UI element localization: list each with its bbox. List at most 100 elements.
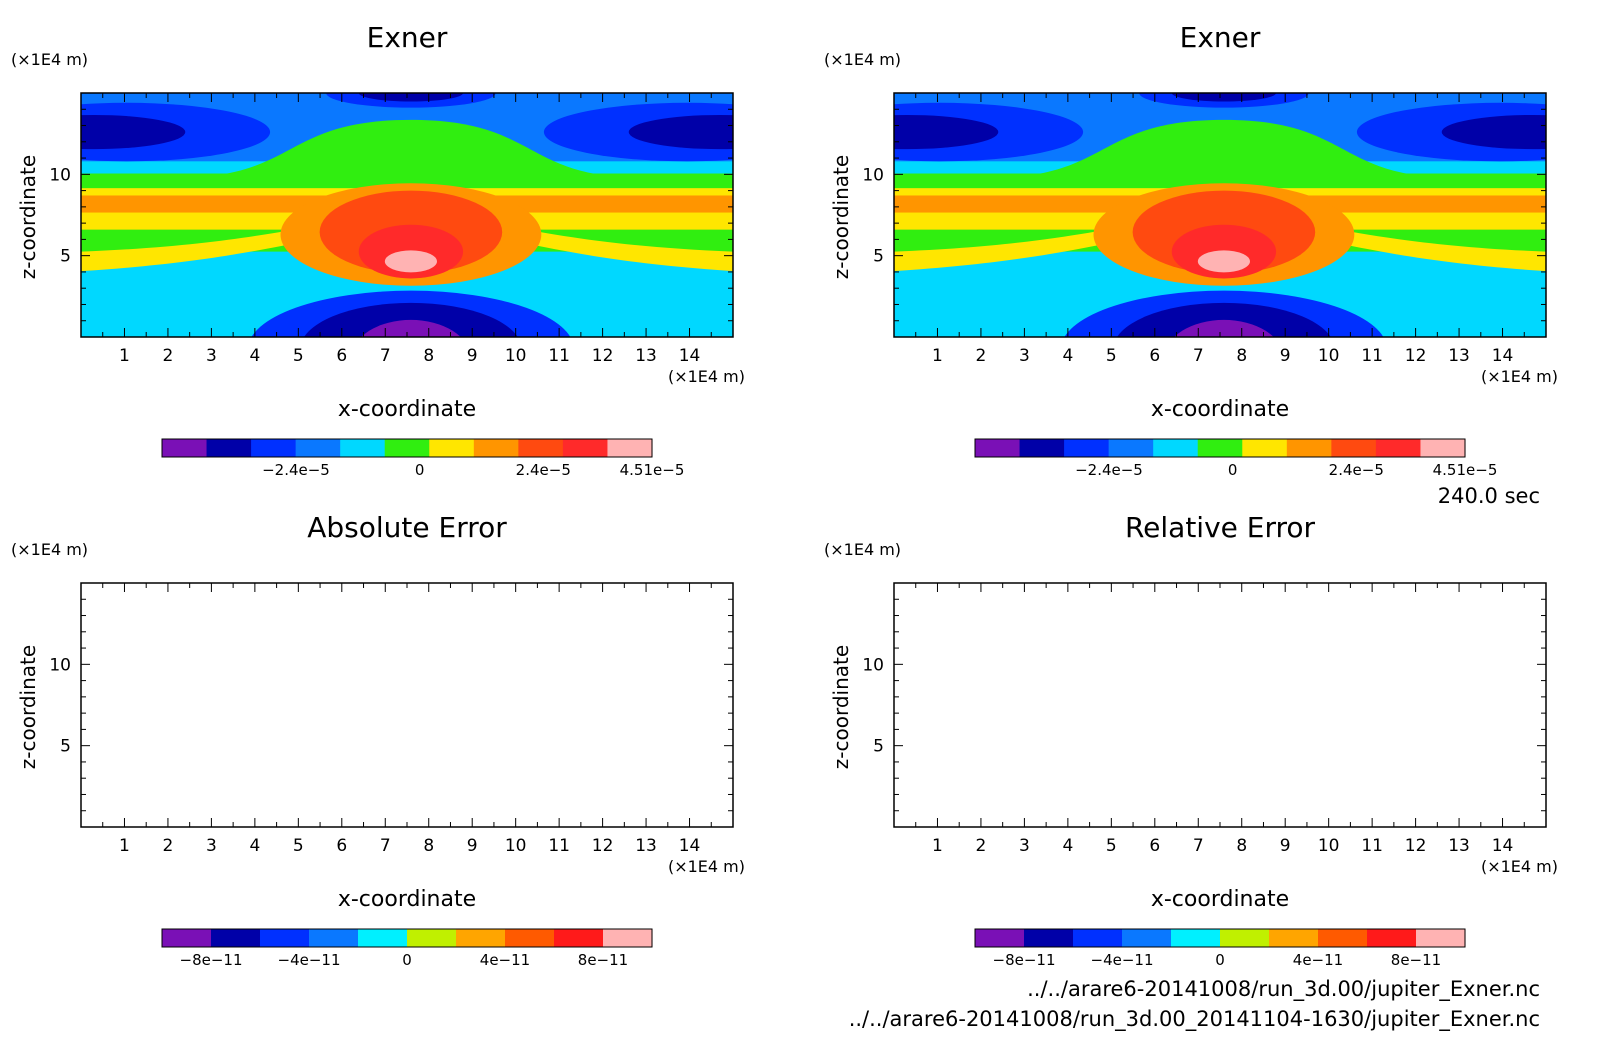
colorbar-swatch xyxy=(518,439,564,457)
x-tick-label: 7 xyxy=(1193,346,1204,366)
y-tick-label: 10 xyxy=(49,655,71,675)
x-unit-label: (×1E4 m) xyxy=(668,857,745,876)
colorbar-swatch xyxy=(1375,439,1422,457)
y-tick-label: 5 xyxy=(873,247,884,267)
x-tick-label: 10 xyxy=(1318,346,1340,366)
x-tick-label: 1 xyxy=(932,836,943,856)
colorbar-swatch xyxy=(206,439,252,457)
y-axis-label: z-coordinate xyxy=(16,645,40,769)
contour-lower xyxy=(1174,319,1274,337)
source-file-2: ../../arare6-20141008/run_3d.00_20141104… xyxy=(849,1007,1540,1032)
x-axis-label: x-coordinate xyxy=(1151,397,1289,422)
colorbar-swatch xyxy=(251,439,297,457)
x-tick-label: 3 xyxy=(206,836,217,856)
colorbar-swatch xyxy=(1108,439,1154,457)
panel-title: Relative Error xyxy=(1125,511,1316,544)
x-tick-label: 3 xyxy=(206,346,217,366)
colorbar-swatch xyxy=(340,439,386,457)
x-tick-label: 9 xyxy=(467,346,478,366)
panel-2: Exner(×1E4 m)1 2 3 4 5 6 7 8 9 10 11 12 13 14510(×1E4… xyxy=(824,21,1558,479)
colorbar-swatch xyxy=(1122,929,1172,947)
panel-title: Exner xyxy=(367,21,448,54)
x-unit-label: (×1E4 m) xyxy=(1481,367,1558,386)
colorbar-swatch xyxy=(309,929,359,947)
x-tick-label: 12 xyxy=(592,836,614,856)
colorbar-swatch xyxy=(295,439,341,457)
colorbar-tick-label: 4e−11 xyxy=(1293,951,1343,969)
x-tick-label: 11 xyxy=(548,346,570,366)
y-axis-label: z-coordinate xyxy=(829,645,853,769)
z-unit-label: (×1E4 m) xyxy=(824,50,901,69)
x-tick-label: 3 xyxy=(1019,836,1030,856)
colorbar-tick-label: −2.4e−5 xyxy=(1075,461,1143,479)
x-tick-label: 13 xyxy=(635,836,657,856)
x-tick-label: 8 xyxy=(423,836,434,856)
panel-3: Absolute Error(×1E4 m)1 2 3 4 5 6 7 8 9 10 11 12 13 1… xyxy=(11,511,745,969)
colorbar-swatch xyxy=(473,439,519,457)
x-tick-label: 1 xyxy=(119,346,130,366)
y-tick-label: 10 xyxy=(862,165,884,185)
panels: Exner(×1E4 m)1 2 3 4 5 6 7 8 9 10 11 12 13 14510(×1E4… xyxy=(11,21,1558,969)
y-tick-label: 5 xyxy=(60,247,71,267)
colorbar-swatch xyxy=(384,439,430,457)
x-tick-label: 7 xyxy=(1193,836,1204,856)
y-tick-label: 10 xyxy=(49,165,71,185)
colorbar-swatch xyxy=(260,929,310,947)
x-tick-label: 3 xyxy=(1019,346,1030,366)
contour-lobe xyxy=(894,114,999,150)
y-tick-label: 5 xyxy=(60,737,71,757)
colorbar-swatch xyxy=(1064,439,1110,457)
colorbar-swatch xyxy=(429,439,475,457)
colorbar-swatch xyxy=(1019,439,1065,457)
colorbar-tick-label: 0 xyxy=(402,951,412,969)
x-unit-label: (×1E4 m) xyxy=(1481,857,1558,876)
contour-lobe xyxy=(81,114,186,150)
x-tick-label: 1 xyxy=(119,836,130,856)
panel-title: Absolute Error xyxy=(307,511,507,544)
x-tick-label: 4 xyxy=(249,836,260,856)
contour-band xyxy=(81,173,733,190)
colorbar-tick-label: −8e−11 xyxy=(993,951,1056,969)
x-tick-label: 12 xyxy=(1405,346,1427,366)
colorbar-tick-label: 8e−11 xyxy=(1391,951,1441,969)
colorbar-tick-label: −2.4e−5 xyxy=(262,461,330,479)
x-tick-label: 5 xyxy=(293,346,304,366)
x-tick-label: 9 xyxy=(467,836,478,856)
colorbar-frame xyxy=(161,438,653,458)
colorbar-tick-label: −4e−11 xyxy=(278,951,341,969)
colorbar-swatch xyxy=(1331,439,1377,457)
colorbar-swatch xyxy=(1220,929,1270,947)
colorbar-swatch xyxy=(1024,929,1074,947)
x-tick-label: 9 xyxy=(1280,836,1291,856)
colorbar-tick-label: 0 xyxy=(1215,951,1225,969)
x-tick-label: 5 xyxy=(1106,346,1117,366)
x-tick-label: 14 xyxy=(1492,346,1514,366)
panel-1: Exner(×1E4 m)1 2 3 4 5 6 7 8 9 10 11 12 13 14510(×1E4… xyxy=(11,21,745,479)
colorbar-swatch xyxy=(1318,929,1368,947)
colorbar-swatch xyxy=(162,929,212,947)
colorbar-tick-label: 4.51e−5 xyxy=(620,461,685,479)
colorbar-tick-label: 2.4e−5 xyxy=(516,461,571,479)
colorbar-swatch xyxy=(1367,929,1417,947)
colorbar-swatch xyxy=(607,439,653,457)
x-tick-label: 11 xyxy=(1361,346,1383,366)
contour-core xyxy=(384,250,437,273)
plot-frame xyxy=(80,582,734,828)
contour-field xyxy=(894,93,1546,337)
x-tick-label: 5 xyxy=(293,836,304,856)
x-axis-label: x-coordinate xyxy=(338,887,476,912)
x-tick-label: 13 xyxy=(1448,836,1470,856)
x-tick-label: 10 xyxy=(1318,836,1340,856)
x-tick-label: 7 xyxy=(380,836,391,856)
panel-title: Exner xyxy=(1180,21,1261,54)
x-tick-label: 2 xyxy=(976,836,987,856)
z-unit-label: (×1E4 m) xyxy=(824,540,901,559)
colorbar-swatch xyxy=(562,439,609,457)
contour-core xyxy=(1197,250,1250,273)
x-tick-label: 13 xyxy=(1448,346,1470,366)
colorbar-swatch xyxy=(975,439,1021,457)
x-tick-label: 4 xyxy=(1062,836,1073,856)
x-tick-label: 2 xyxy=(976,346,987,366)
x-tick-label: 10 xyxy=(505,346,527,366)
